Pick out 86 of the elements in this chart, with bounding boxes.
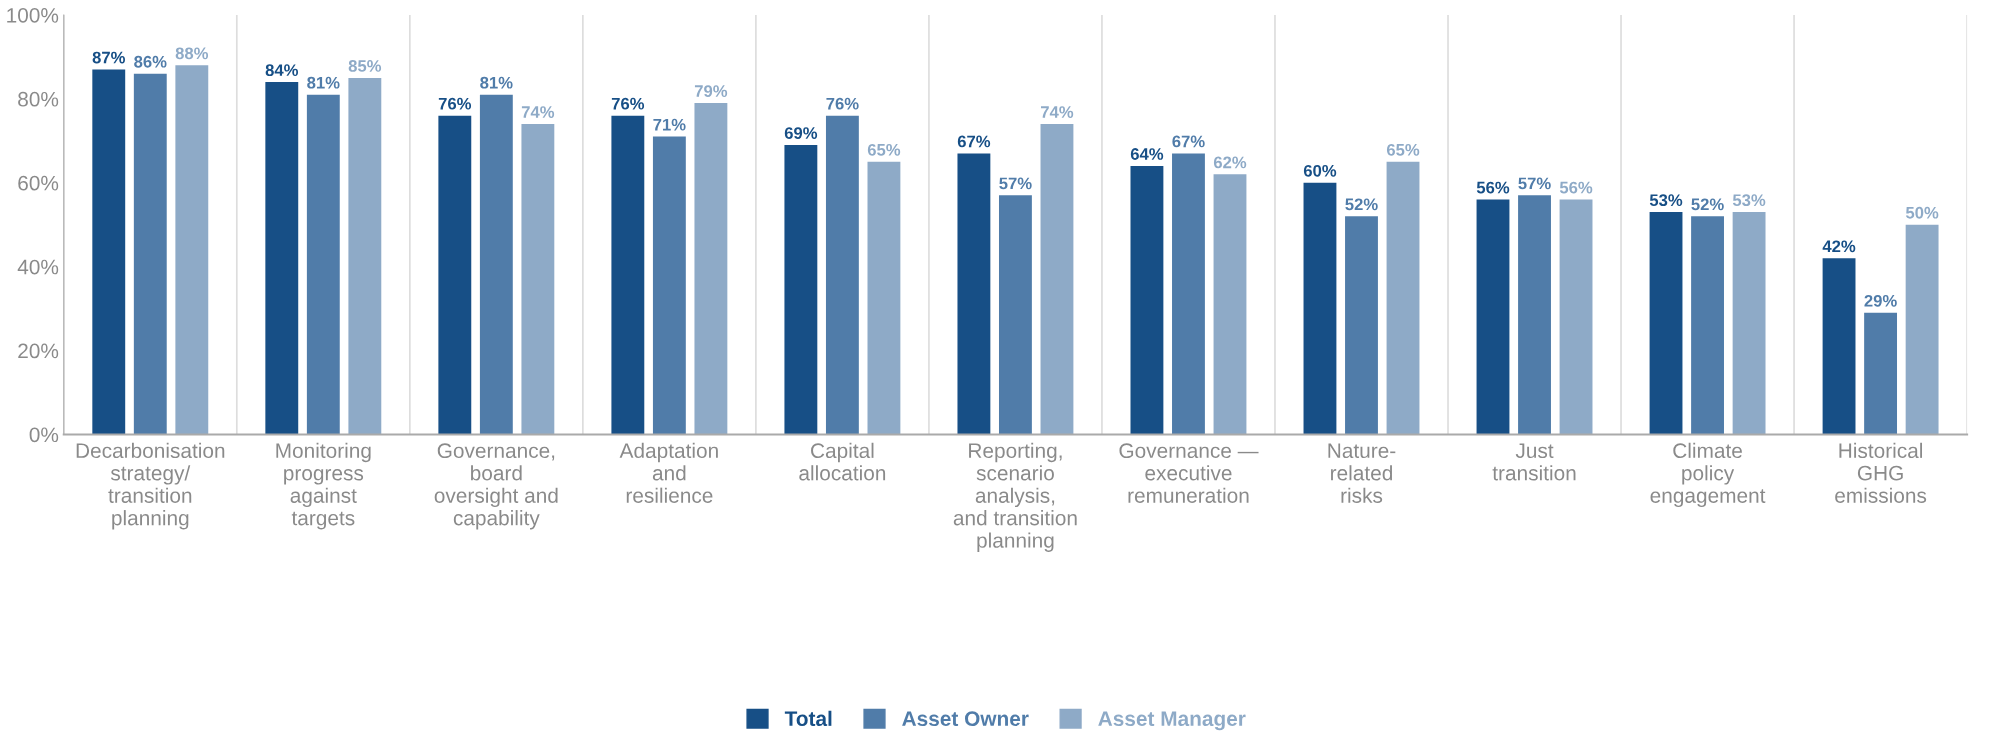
y-tick-label: 20% [18, 343, 59, 359]
data-label: 88% [175, 47, 209, 60]
data-label: 85% [348, 60, 382, 72]
data-label: 67% [1172, 135, 1205, 148]
data-label: 76% [438, 97, 472, 110]
bar [1386, 161, 1420, 435]
bar [348, 77, 382, 435]
bar [521, 124, 555, 435]
legend-label: Asset Manager [1098, 711, 1246, 731]
data-label: 79% [694, 85, 728, 97]
data-label: 69% [784, 127, 818, 139]
bar [1303, 182, 1337, 435]
data-label: 87% [92, 51, 125, 64]
bar [867, 161, 901, 435]
bar [438, 115, 472, 435]
x-tick-label: Historical GHG emissions [1835, 442, 1927, 503]
x-tick-label: Nature- related risks [1328, 443, 1396, 503]
data-label: 74% [521, 106, 555, 118]
data-label: 42% [1822, 240, 1856, 253]
x-tick-label: Monitoring progress against targets [276, 442, 371, 530]
data-label: 57% [999, 177, 1032, 190]
bar [1732, 212, 1766, 435]
bar [1518, 195, 1551, 435]
x-tick-label: Governance, board oversight and capability [434, 443, 558, 530]
data-label: 76% [611, 97, 645, 110]
bar [1476, 199, 1510, 435]
bar [306, 94, 340, 435]
data-label: 64% [1130, 148, 1164, 160]
data-label: 81% [480, 76, 513, 89]
data-label: 53% [1732, 194, 1766, 207]
legend-label: Total [784, 710, 832, 727]
data-label: 65% [867, 143, 901, 156]
bar [1649, 212, 1683, 435]
data-label: 56% [1476, 181, 1510, 194]
bar [265, 82, 299, 435]
x-tick-label: Governance — executive remuneration [1119, 443, 1259, 503]
bar [1130, 165, 1164, 435]
bar [1905, 224, 1939, 435]
data-label: 74% [1041, 106, 1074, 118]
data-label: 76% [826, 97, 859, 110]
bar [611, 115, 645, 435]
y-tick-label: 60% [18, 175, 59, 191]
bar [1345, 216, 1378, 435]
bar [1864, 312, 1898, 435]
data-label: 29% [1864, 294, 1897, 307]
bar [957, 153, 991, 435]
data-label: 52% [1691, 198, 1724, 211]
data-label: 71% [653, 118, 686, 131]
data-label: 81% [307, 76, 340, 89]
x-tick-label: Just transition [1492, 443, 1576, 481]
bar [825, 115, 859, 435]
x-tick-label: Decarbonisation strategy/ transition planning [76, 442, 225, 530]
bar [1691, 216, 1724, 435]
data-label: 65% [1386, 143, 1420, 156]
data-label: 56% [1559, 181, 1593, 194]
bar [175, 65, 209, 435]
data-label: 86% [134, 55, 167, 68]
data-label: 53% [1649, 194, 1683, 207]
bar [1172, 153, 1205, 435]
x-tick-label: Capital allocation [799, 442, 886, 481]
bar [784, 145, 818, 435]
bar [1822, 258, 1856, 435]
y-tick-label: 100% [7, 7, 59, 23]
bar [1213, 174, 1247, 435]
bar [92, 69, 126, 435]
bar [999, 195, 1032, 435]
data-label: 62% [1213, 156, 1247, 169]
bar [479, 94, 513, 435]
x-tick-label: Reporting, scenario analysis, and transition planning [953, 442, 1077, 552]
y-tick-label: 0% [29, 427, 59, 443]
legend-label: Asset Owner [902, 711, 1029, 727]
bar [694, 103, 728, 435]
data-label: 52% [1345, 198, 1378, 211]
y-tick-label: 40% [17, 259, 59, 275]
bar [1040, 124, 1074, 435]
data-label: 67% [957, 135, 991, 148]
data-label: 60% [1303, 164, 1337, 177]
bar [652, 136, 686, 435]
bar [1559, 199, 1593, 435]
x-tick-label: Adaptation and resilience [619, 442, 718, 503]
x-tick-label: Climate policy engagement [1650, 442, 1766, 508]
data-label: 50% [1905, 206, 1939, 219]
bar [133, 73, 167, 435]
y-tick-label: 80% [18, 91, 59, 107]
data-label: 84% [265, 64, 299, 77]
data-label: 57% [1518, 177, 1551, 190]
